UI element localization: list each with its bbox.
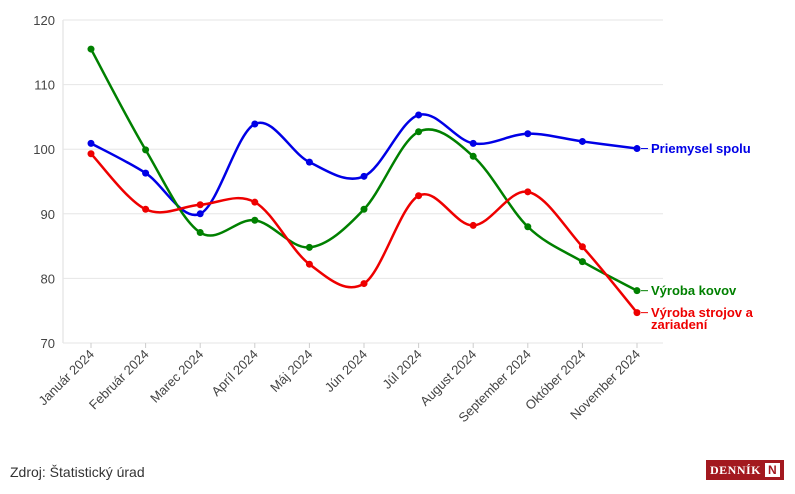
series-line	[90, 152, 638, 314]
x-tick-label: Máj 2024	[267, 347, 315, 395]
point	[524, 130, 532, 138]
y-tick-label: 110	[34, 78, 55, 93]
series-label: Výroba strojov a zariadení	[651, 304, 753, 332]
point	[251, 216, 259, 224]
y-tick-label: 90	[41, 207, 55, 222]
series-label: Priemysel spolu	[651, 140, 751, 156]
logo: DENNÍK N	[706, 460, 785, 480]
point	[87, 150, 95, 158]
point	[87, 45, 95, 53]
series-label: Výroba kovov	[651, 282, 737, 298]
point	[415, 128, 423, 136]
logo-text: DENNÍK	[710, 462, 762, 477]
point	[633, 309, 641, 317]
point	[469, 139, 477, 147]
point	[360, 172, 368, 180]
point	[196, 210, 204, 218]
point	[578, 243, 586, 251]
point	[578, 137, 586, 145]
point	[524, 188, 532, 196]
point	[360, 205, 368, 213]
logo-mark: N	[765, 463, 781, 477]
y-tick-label: 80	[41, 271, 55, 286]
point	[305, 243, 313, 251]
point	[196, 229, 204, 237]
point	[524, 223, 532, 231]
series-line	[90, 113, 638, 217]
point	[578, 258, 586, 266]
y-tick-label: 100	[33, 142, 55, 157]
point	[415, 111, 423, 119]
source: Zdroj: Štatistický úrad	[10, 464, 145, 480]
point	[469, 221, 477, 229]
y-tick-label: 120	[33, 13, 55, 28]
point	[305, 260, 313, 268]
x-tick-label: Marec 2024	[147, 347, 206, 406]
point	[360, 280, 368, 288]
point	[633, 287, 641, 295]
point	[142, 169, 150, 177]
x-tick-label: Apríl 2024	[208, 347, 261, 400]
y-tick-label: 70	[41, 336, 55, 351]
point	[251, 120, 259, 128]
point	[142, 146, 150, 154]
point	[142, 205, 150, 213]
point	[87, 139, 95, 147]
x-tick-label: Jún 2024	[322, 347, 370, 395]
point	[196, 201, 204, 209]
point	[305, 158, 313, 166]
series-line	[89, 48, 638, 292]
point	[469, 152, 477, 160]
point	[415, 192, 423, 200]
x-tick-label: Júl 2024	[379, 347, 424, 392]
point	[633, 145, 641, 153]
point	[251, 198, 259, 206]
